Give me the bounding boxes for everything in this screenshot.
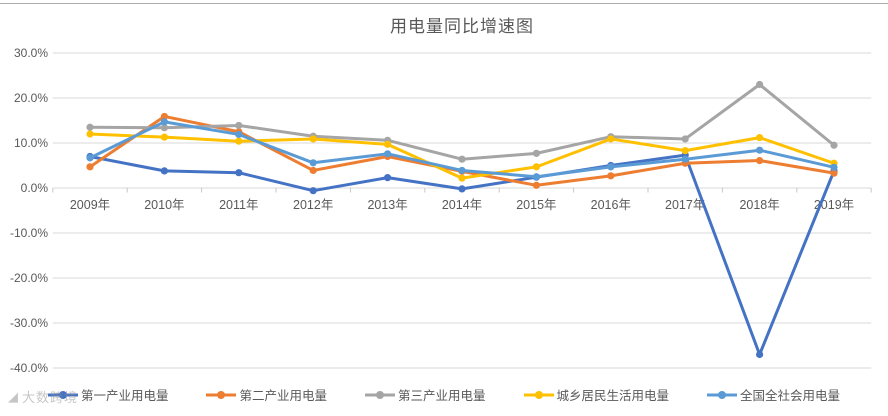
legend-marker-icon xyxy=(206,390,237,399)
x-axis-tick-label: 2010年 xyxy=(144,198,184,212)
top-divider xyxy=(0,3,888,4)
data-point xyxy=(756,350,764,359)
data-point xyxy=(86,154,94,162)
y-axis-tick-label: 20.0% xyxy=(14,91,48,105)
data-point xyxy=(86,123,94,131)
data-point xyxy=(756,134,764,142)
x-axis-tick-label: 2011年 xyxy=(219,198,258,212)
data-point xyxy=(235,121,243,130)
data-point xyxy=(681,135,689,143)
data-point xyxy=(235,137,243,145)
watermark-logo-icon: ◢ xyxy=(8,389,19,404)
y-axis-tick-label: -10.0% xyxy=(10,226,48,240)
legend-marker-icon xyxy=(364,390,395,399)
watermark: ◢ 大数跨境 xyxy=(8,387,78,406)
x-axis-tick-label: 2019年 xyxy=(814,198,854,212)
x-axis-tick-label: 2014年 xyxy=(442,198,482,212)
data-point xyxy=(756,156,764,165)
y-axis-tick-label: 0.0% xyxy=(21,181,49,195)
x-axis-tick-label: 2013年 xyxy=(367,198,407,212)
data-point xyxy=(160,133,168,141)
data-point xyxy=(830,141,838,149)
data-point xyxy=(309,159,317,167)
x-axis-tick-label: 2016年 xyxy=(591,198,631,212)
legend-item-3: 城乡居民生活用电量 xyxy=(523,385,670,404)
series-line-0 xyxy=(88,153,836,356)
x-axis-tick-label: 2009年 xyxy=(70,198,110,212)
data-point xyxy=(681,155,689,163)
series-line-2 xyxy=(88,83,836,161)
legend-item-1: 第二产业用电量 xyxy=(206,385,327,404)
data-point xyxy=(309,166,317,175)
data-point xyxy=(681,147,689,155)
data-point xyxy=(532,163,541,171)
legend-item-4: 全国全社会用电量 xyxy=(707,385,840,404)
y-axis-tick-label: 30.0% xyxy=(14,46,48,60)
data-point xyxy=(607,172,615,180)
watermark-text: 大数跨境 xyxy=(22,390,79,405)
legend-label: 第一产业用电量 xyxy=(80,389,169,403)
data-point xyxy=(532,181,541,189)
data-point xyxy=(160,124,168,132)
data-point xyxy=(160,112,168,121)
data-point xyxy=(607,135,615,143)
legend-item-0: 第一产业用电量 xyxy=(47,385,169,404)
data-point xyxy=(160,167,168,175)
legend-label: 第二产业用电量 xyxy=(239,389,327,403)
data-point xyxy=(86,130,94,138)
data-point xyxy=(756,80,764,89)
data-point xyxy=(160,118,168,126)
x-axis-tick-label: 2012年 xyxy=(293,198,333,212)
y-axis-tick-label: -20.0% xyxy=(10,271,48,285)
data-point xyxy=(458,166,466,175)
data-point xyxy=(458,185,466,193)
data-point xyxy=(384,140,392,148)
y-axis-tick-label: 10.0% xyxy=(14,136,48,150)
data-point xyxy=(384,174,392,182)
data-point xyxy=(830,169,838,177)
x-axis-tick-label: 2018年 xyxy=(739,198,779,212)
data-point xyxy=(756,146,764,154)
data-point xyxy=(458,155,466,163)
legend-marker-icon xyxy=(47,390,78,399)
legend-label: 全国全社会用电量 xyxy=(740,389,841,403)
chart-title: 用电量同比增速图 xyxy=(390,17,534,36)
x-axis-tick-label: 2017年 xyxy=(665,198,705,212)
data-point xyxy=(235,130,243,139)
legend-label: 城乡居民生活用电量 xyxy=(556,389,670,403)
data-point xyxy=(532,173,541,181)
data-point xyxy=(384,150,392,158)
x-axis-tick-label: 2015年 xyxy=(516,198,556,212)
data-point xyxy=(309,135,317,143)
y-axis-tick-label: -40.0% xyxy=(10,361,48,375)
legend-marker-icon xyxy=(523,390,554,399)
y-axis-tick-label: -30.0% xyxy=(10,316,48,330)
data-point xyxy=(235,169,243,177)
data-point xyxy=(830,163,838,171)
legend-marker-icon xyxy=(707,390,738,399)
data-point xyxy=(309,187,317,195)
data-point xyxy=(607,163,615,171)
legend-label: 第三产业用电量 xyxy=(397,389,486,403)
legend-item-2: 第三产业用电量 xyxy=(364,385,486,404)
data-point xyxy=(86,163,94,171)
data-point xyxy=(532,149,541,157)
chart-legend: 第一产业用电量 第二产业用电量 第三产业用电量 城乡居民生活用电量 全国全社会用电量 xyxy=(0,385,888,404)
data-point xyxy=(458,174,466,182)
